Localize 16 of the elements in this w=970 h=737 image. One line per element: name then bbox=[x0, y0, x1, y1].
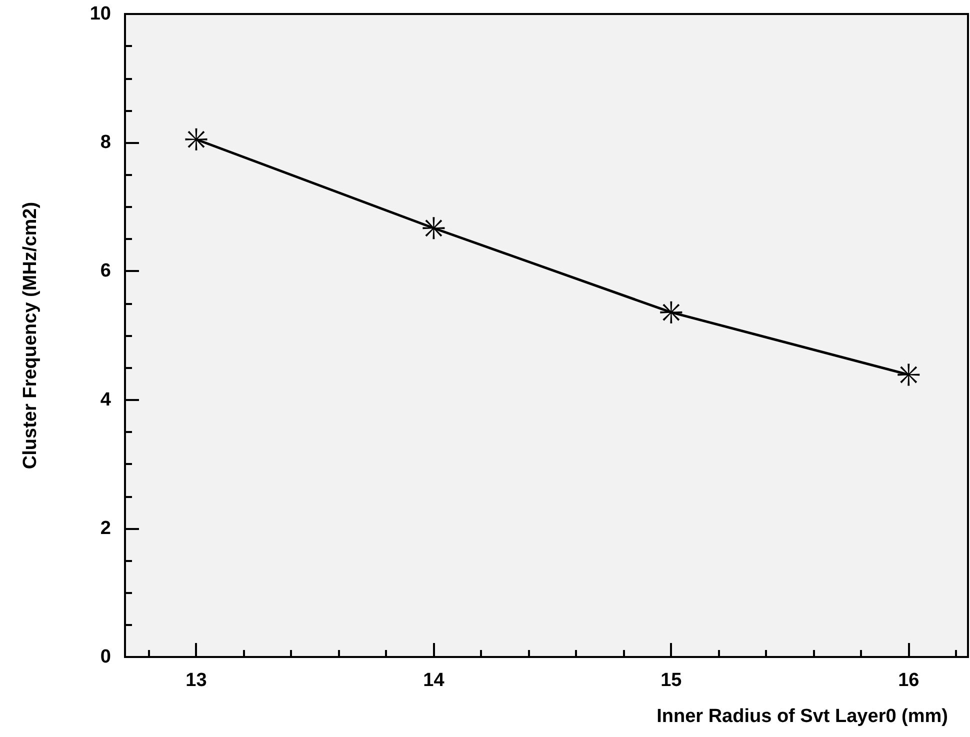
point bbox=[660, 301, 682, 324]
x-tick-label: 15 bbox=[660, 670, 682, 691]
point bbox=[898, 364, 920, 386]
point bbox=[185, 128, 208, 150]
y-tick-label: 0 bbox=[100, 646, 111, 668]
x-tick-label: 16 bbox=[898, 670, 920, 691]
y-tick-label: 6 bbox=[100, 260, 111, 282]
point bbox=[422, 217, 445, 240]
y-tick-label: 2 bbox=[100, 518, 111, 539]
x-axis-title: Inner Radius of Svt Layer0 (mm) bbox=[656, 706, 948, 727]
x-tick-label: 14 bbox=[423, 670, 445, 691]
y-tick-label: 10 bbox=[90, 4, 111, 24]
y-tick-label: 4 bbox=[100, 389, 112, 410]
x-tick-label: 13 bbox=[186, 670, 207, 691]
y-tick-label: 8 bbox=[100, 132, 111, 154]
y-axis-title: Cluster Frequency (MHz/cm2) bbox=[20, 202, 41, 470]
